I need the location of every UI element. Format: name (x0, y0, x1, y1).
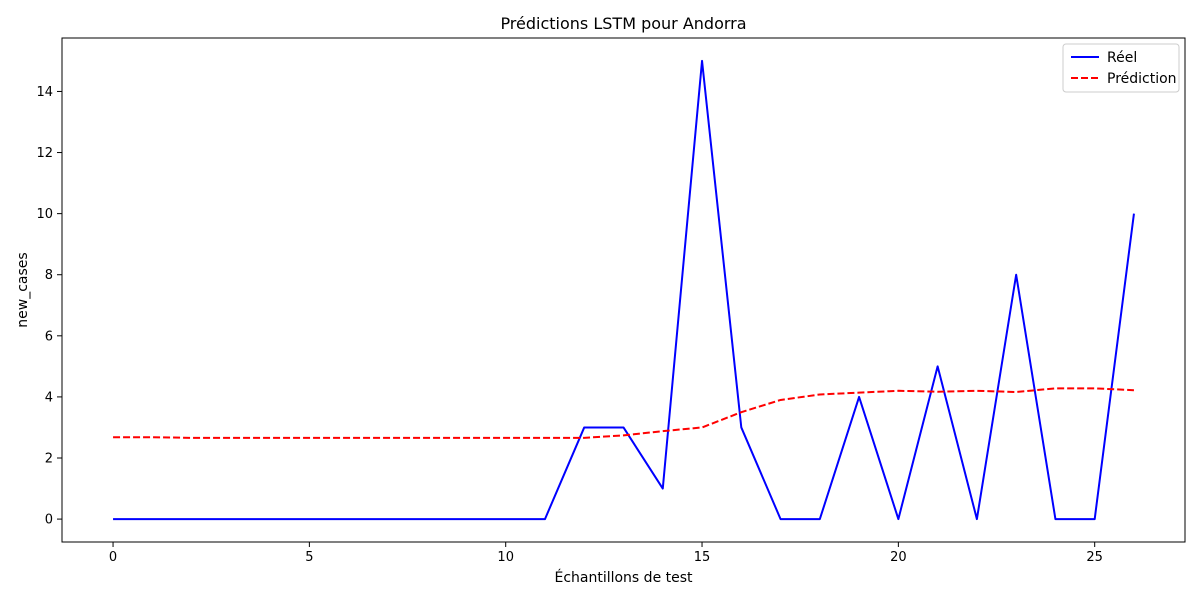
y-axis: 0 2 4 6 8 10 12 14 (36, 85, 62, 528)
x-tick-label: 10 (497, 550, 514, 565)
x-axis-label: Échantillons de test (554, 569, 693, 586)
chart-title: Prédictions LSTM pour Andorra (500, 14, 746, 33)
x-axis: 0 5 10 15 20 25 (109, 542, 1103, 565)
plot-area (62, 38, 1185, 542)
legend-label: Prédiction (1107, 71, 1177, 87)
y-tick-label: 12 (36, 146, 53, 161)
y-tick-label: 4 (45, 390, 53, 405)
series-line-prediction (113, 387, 1134, 439)
y-axis-label: new_cases (15, 252, 31, 327)
y-tick-label: 0 (45, 513, 53, 528)
y-tick-label: 6 (45, 329, 53, 344)
legend-label: Réel (1107, 50, 1137, 66)
series-line-reel (113, 59, 1135, 521)
x-tick-label: 0 (109, 550, 117, 565)
axes-frame (61, 37, 1186, 543)
axes-spines (61, 37, 1186, 543)
y-tick-label: 14 (36, 85, 53, 100)
legend: Réel Prédiction (1062, 43, 1180, 93)
y-tick-label: 10 (36, 207, 53, 222)
x-tick-label: 20 (890, 550, 907, 565)
y-tick-label: 8 (45, 268, 53, 283)
y-tick-label: 2 (45, 452, 53, 467)
x-tick-label: 5 (305, 550, 313, 565)
x-tick-label: 15 (694, 550, 711, 565)
series-layer (113, 59, 1135, 521)
x-tick-label: 25 (1086, 550, 1103, 565)
